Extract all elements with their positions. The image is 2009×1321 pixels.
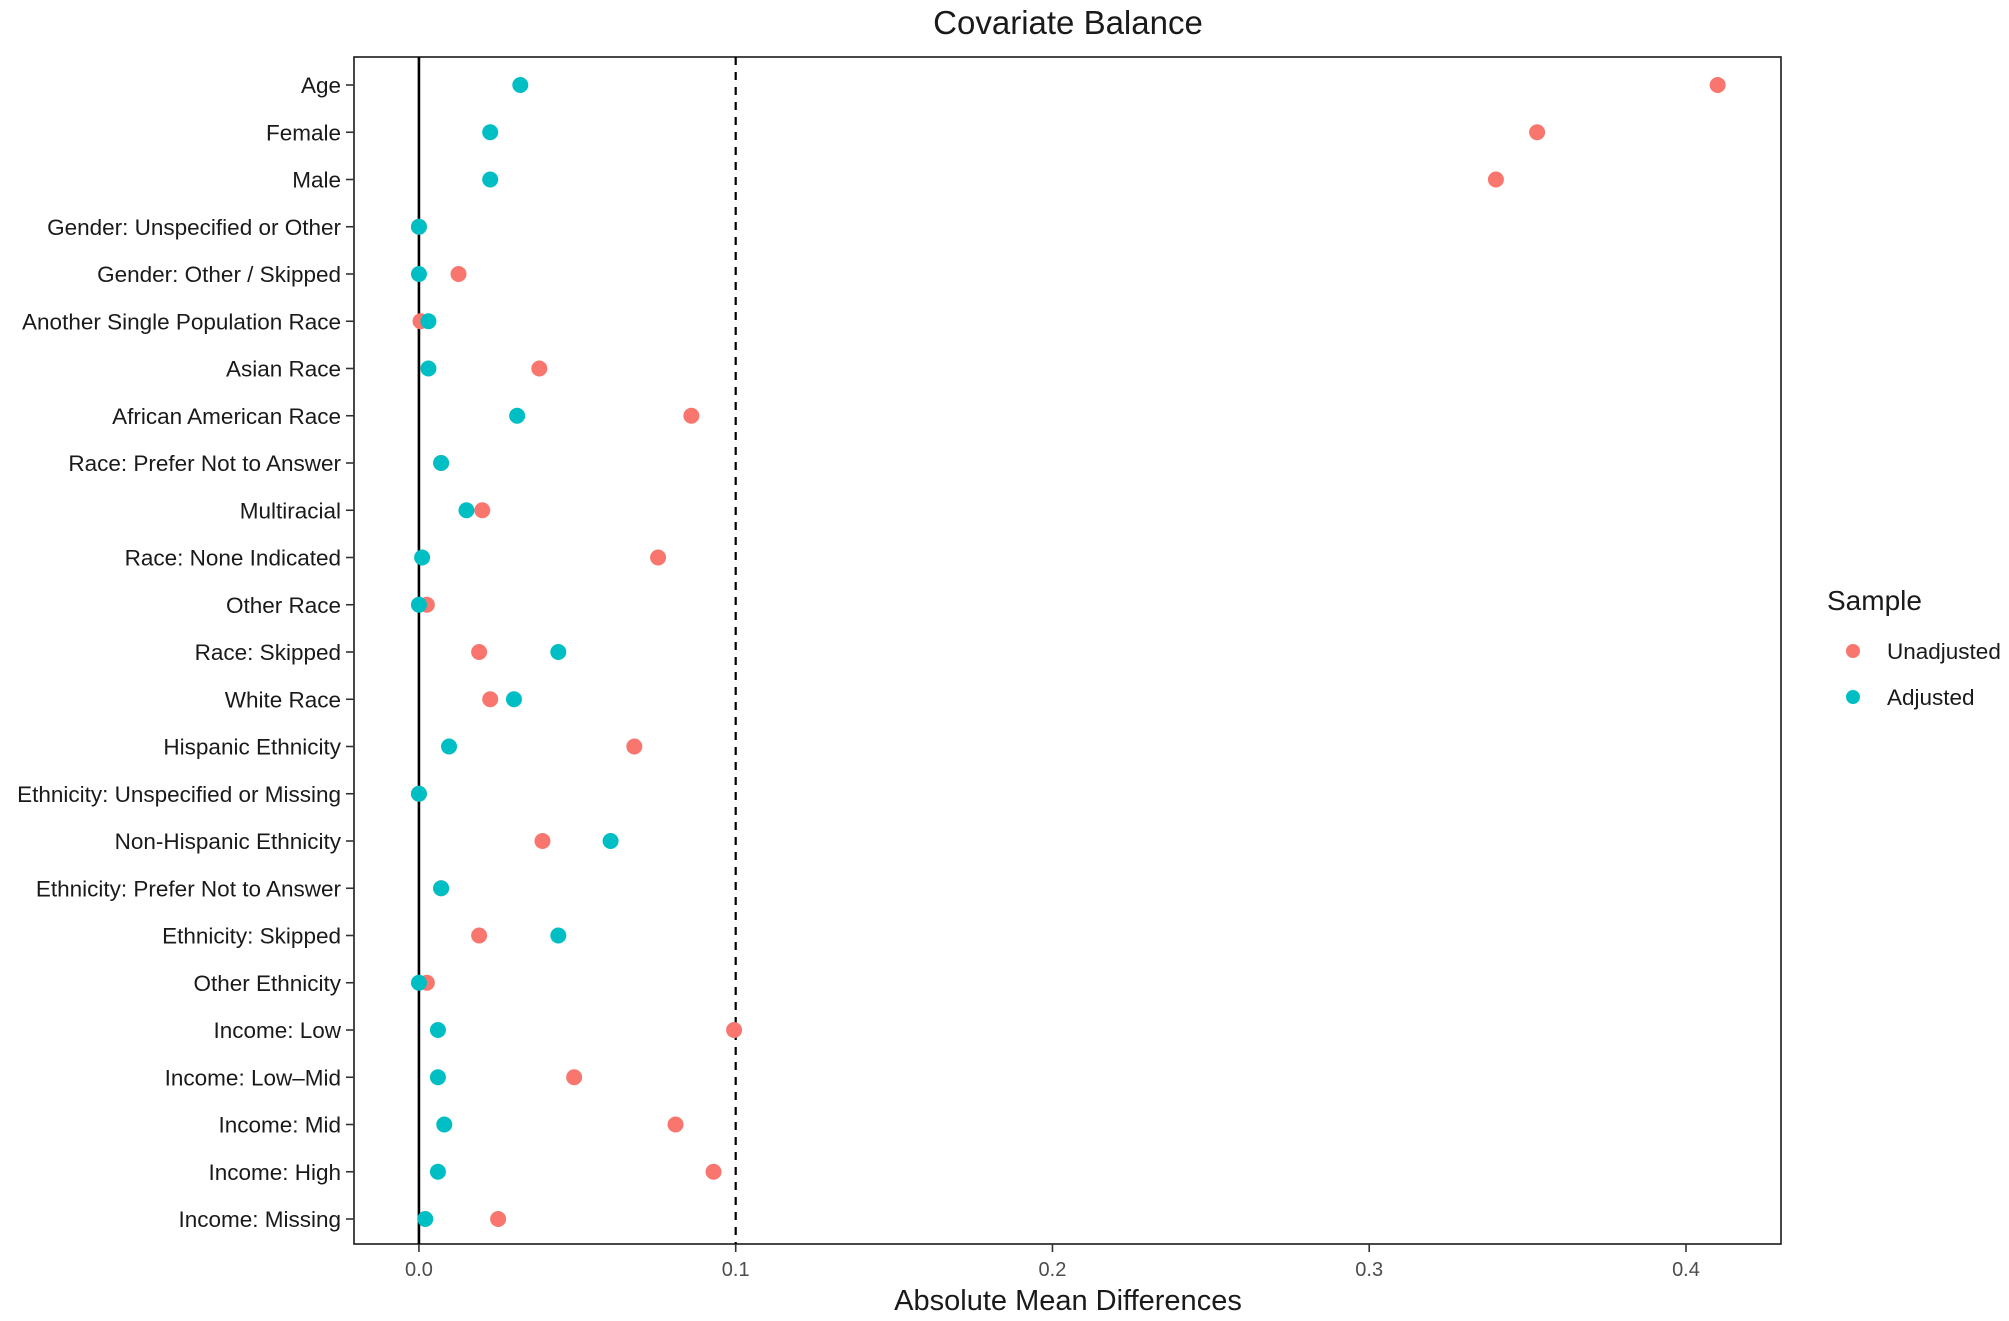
- adjusted-point: [550, 644, 567, 660]
- reference-lines: [417, 57, 737, 1244]
- adjusted-point: [429, 1069, 446, 1086]
- y-tick-label: Female: [266, 120, 341, 145]
- unadjusted-point: [490, 1211, 507, 1227]
- x-tick-label: 0.0: [405, 1259, 433, 1281]
- adjusted-point: [410, 596, 427, 613]
- y-tick-label: Income: High: [208, 1160, 341, 1185]
- y-tick-label: Male: [292, 168, 341, 193]
- legend: Sample Unadjusted Adjusted: [1827, 585, 2001, 710]
- unadjusted-point: [531, 360, 548, 377]
- unadjusted-point: [471, 927, 488, 944]
- unadjusted-point: [1487, 171, 1504, 188]
- y-tick-label: Income: Low: [213, 1018, 341, 1043]
- unadjusted-point: [566, 1069, 583, 1086]
- adjusted-point: [420, 360, 437, 377]
- adjusted-point: [417, 1211, 434, 1227]
- y-tick-label: Ethnicity: Unspecified or Missing: [17, 782, 341, 807]
- adjusted-point: [410, 785, 427, 802]
- legend-title: Sample: [1827, 585, 1922, 616]
- y-tick-label: Another Single Population Race: [22, 309, 341, 334]
- unadjusted-point: [534, 833, 551, 849]
- adjusted-point: [602, 833, 619, 849]
- adjusted-point: [433, 880, 450, 897]
- adjusted-point: [410, 266, 427, 282]
- legend-label-adjusted: Adjusted: [1887, 685, 1975, 710]
- x-tick-label: 0.4: [1672, 1259, 1700, 1281]
- y-tick-label: Age: [301, 73, 341, 98]
- y-tick-label: Income: Missing: [178, 1207, 341, 1232]
- adjusted-point: [509, 407, 526, 424]
- legend-label-unadjusted: Unadjusted: [1887, 639, 2001, 664]
- unadjusted-point: [626, 738, 643, 755]
- adjusted-point: [441, 738, 458, 755]
- unadjusted-point: [705, 1163, 722, 1180]
- adjusted-point: [436, 1116, 453, 1133]
- unadjusted-point: [667, 1116, 684, 1133]
- legend-items: Unadjusted Adjusted: [1846, 639, 2001, 710]
- y-tick-label: Income: Mid: [218, 1113, 341, 1138]
- adjusted-point: [429, 1022, 446, 1038]
- y-tick-label: Gender: Unspecified or Other: [47, 215, 341, 240]
- x-tick-label: 0.3: [1355, 1259, 1383, 1281]
- adjusted-point: [433, 455, 450, 471]
- y-tick-label: Multiracial: [240, 498, 341, 523]
- adjusted-point: [410, 974, 427, 991]
- y-tick-label: Gender: Other / Skipped: [97, 262, 341, 287]
- adjusted-point: [512, 77, 529, 93]
- y-tick-label: Ethnicity: Skipped: [162, 924, 341, 949]
- unadjusted-point: [450, 266, 467, 282]
- adjusted-point: [420, 313, 437, 330]
- y-tick-label: Other Race: [226, 593, 341, 618]
- x-tick-label: 0.2: [1039, 1259, 1067, 1281]
- adjusted-point: [458, 502, 475, 519]
- unadjusted-point: [471, 644, 488, 660]
- unadjusted-point: [650, 549, 667, 566]
- y-tick-label: Hispanic Ethnicity: [163, 735, 341, 760]
- unadjusted-point: [474, 502, 491, 519]
- x-axis-title: Absolute Mean Differences: [894, 1285, 1242, 1316]
- legend-key-unadjusted: [1846, 644, 1860, 658]
- unadjusted-point: [482, 691, 499, 708]
- y-tick-label: Ethnicity: Prefer Not to Answer: [36, 876, 342, 901]
- y-tick-label: Non-Hispanic Ethnicity: [115, 829, 342, 854]
- adjusted-point: [414, 549, 431, 566]
- adjusted-point: [505, 691, 522, 708]
- y-tick-label: Other Ethnicity: [193, 971, 341, 996]
- adjusted-point: [429, 1163, 446, 1180]
- x-tick-label: 0.1: [722, 1259, 750, 1281]
- y-tick-label: African American Race: [112, 404, 341, 429]
- y-axis: Age Female Male Gender: Unspecified or Othe…: [17, 73, 354, 1232]
- adjusted-point: [550, 927, 567, 944]
- unadjusted-point: [683, 407, 700, 424]
- y-tick-label: Race: None Indicated: [125, 546, 341, 571]
- chart-title: Covariate Balance: [933, 4, 1203, 41]
- adjusted-point: [482, 124, 499, 141]
- y-tick-label: White Race: [225, 687, 341, 712]
- unadjusted-point: [1529, 124, 1546, 141]
- y-tick-label: Asian Race: [226, 357, 341, 382]
- unadjusted-point: [726, 1022, 743, 1038]
- x-axis: 0.0 0.1 0.2 0.3 0.4: [405, 1244, 1700, 1281]
- y-tick-label: Race: Skipped: [195, 640, 341, 665]
- plot-panel: [353, 56, 1782, 1245]
- y-tick-label: Race: Prefer Not to Answer: [68, 451, 341, 476]
- unadjusted-point: [1709, 77, 1726, 93]
- adjusted-point: [482, 171, 499, 188]
- adjusted-point: [410, 218, 427, 235]
- data-points: [410, 77, 1726, 1227]
- y-tick-label: Income: Low–Mid: [165, 1065, 341, 1090]
- legend-key-adjusted: [1846, 690, 1860, 704]
